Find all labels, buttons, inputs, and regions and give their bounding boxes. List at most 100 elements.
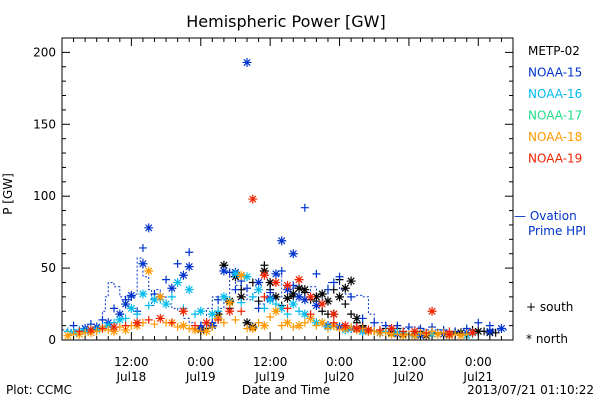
plot-timestamp: 2013/07/21 01:10:22 — [467, 383, 594, 397]
south-point — [98, 324, 107, 333]
north-point — [352, 313, 362, 323]
x-tick-time-label: 12:00 — [392, 355, 427, 369]
south-point — [162, 275, 171, 284]
south-point — [150, 320, 159, 329]
south-point — [138, 243, 147, 252]
south-point — [121, 321, 130, 330]
south-point — [237, 298, 246, 307]
north-point — [178, 321, 188, 331]
x-tick-time-label: 0:00 — [326, 355, 353, 369]
south-point — [300, 203, 309, 212]
legend-south-marker: + south — [526, 300, 573, 314]
y-tick-label: 150 — [33, 117, 56, 131]
north-point — [277, 303, 287, 313]
x-tick-time-label: 12:00 — [253, 355, 288, 369]
north-point — [207, 309, 217, 319]
south-point — [347, 292, 356, 301]
north-point — [340, 283, 350, 293]
north-point — [126, 290, 136, 300]
chart-title: Hemispheric Power [GW] — [186, 12, 385, 31]
north-point — [300, 309, 310, 319]
south-point — [404, 323, 413, 332]
south-point — [173, 259, 182, 268]
y-tick-label: 50 — [41, 261, 56, 275]
south-point — [260, 292, 269, 301]
south-point — [329, 318, 338, 327]
south-point — [121, 314, 130, 323]
x-tick-date-label: Jul20 — [393, 370, 424, 384]
x-axis-label: Date and Time — [242, 383, 330, 397]
north-point — [236, 270, 246, 280]
north-point — [115, 309, 125, 319]
data-points-layer — [63, 57, 506, 341]
north-point — [352, 323, 362, 333]
y-tick-label: 100 — [33, 189, 56, 203]
south-point — [312, 269, 321, 278]
south-point — [341, 300, 350, 309]
north-point — [427, 306, 437, 316]
north-point — [387, 323, 397, 333]
plot-source-label: Plot: CCMC — [6, 383, 72, 397]
north-point — [184, 285, 194, 295]
legend-entry-noaa-17: NOAA-17 — [528, 109, 582, 123]
north-point — [144, 223, 154, 233]
south-point — [318, 307, 327, 316]
south-point — [254, 297, 263, 306]
north-point — [323, 296, 333, 306]
south-point — [376, 325, 385, 334]
north-point — [346, 276, 356, 286]
north-point — [283, 293, 292, 303]
south-point — [231, 315, 240, 324]
north-point — [363, 325, 373, 335]
north-point — [300, 295, 310, 305]
north-point — [150, 295, 160, 305]
south-point — [289, 323, 298, 332]
north-point — [138, 259, 148, 269]
north-point — [230, 269, 240, 279]
south-point — [173, 323, 182, 332]
north-point — [178, 270, 188, 280]
south-point — [144, 315, 153, 324]
north-point — [196, 306, 206, 316]
north-point — [190, 325, 200, 335]
north-point — [317, 289, 327, 299]
x-tick-date-label: Jul19 — [254, 370, 285, 384]
south-point — [208, 323, 217, 332]
series-noaa-19 — [75, 194, 478, 339]
south-point — [474, 318, 483, 327]
x-tick-time-label: 0:00 — [187, 355, 214, 369]
south-point — [190, 321, 199, 330]
north-point — [103, 321, 113, 331]
north-point — [271, 269, 281, 279]
south-point — [323, 285, 332, 294]
plot-frame — [61, 37, 514, 341]
north-point — [277, 236, 287, 246]
north-point — [202, 326, 212, 336]
north-point — [283, 318, 292, 328]
x-tick-time-label: 0:00 — [465, 355, 492, 369]
north-point — [271, 306, 281, 316]
legend-north-marker: * north — [526, 332, 568, 346]
north-point — [444, 329, 454, 339]
legend-entry-noaa-19: NOAA-19 — [528, 152, 582, 166]
north-point — [248, 194, 258, 204]
legend-entry-noaa-18: NOAA-18 — [528, 130, 582, 144]
ovation-line-layer — [62, 257, 508, 334]
north-point — [242, 318, 252, 328]
ovation-hpi-line — [62, 257, 508, 334]
north-point — [317, 299, 327, 309]
south-point — [133, 310, 142, 319]
north-point — [294, 321, 304, 331]
south-point — [75, 327, 84, 336]
y-axis-label: P [GW] — [1, 173, 15, 215]
north-point — [456, 331, 466, 341]
north-point — [254, 285, 264, 295]
north-point — [138, 289, 148, 299]
south-point — [260, 304, 269, 313]
north-point — [271, 292, 281, 302]
north-point — [155, 313, 165, 323]
north-point — [283, 280, 292, 290]
north-point — [410, 326, 420, 336]
north-point — [485, 326, 495, 336]
